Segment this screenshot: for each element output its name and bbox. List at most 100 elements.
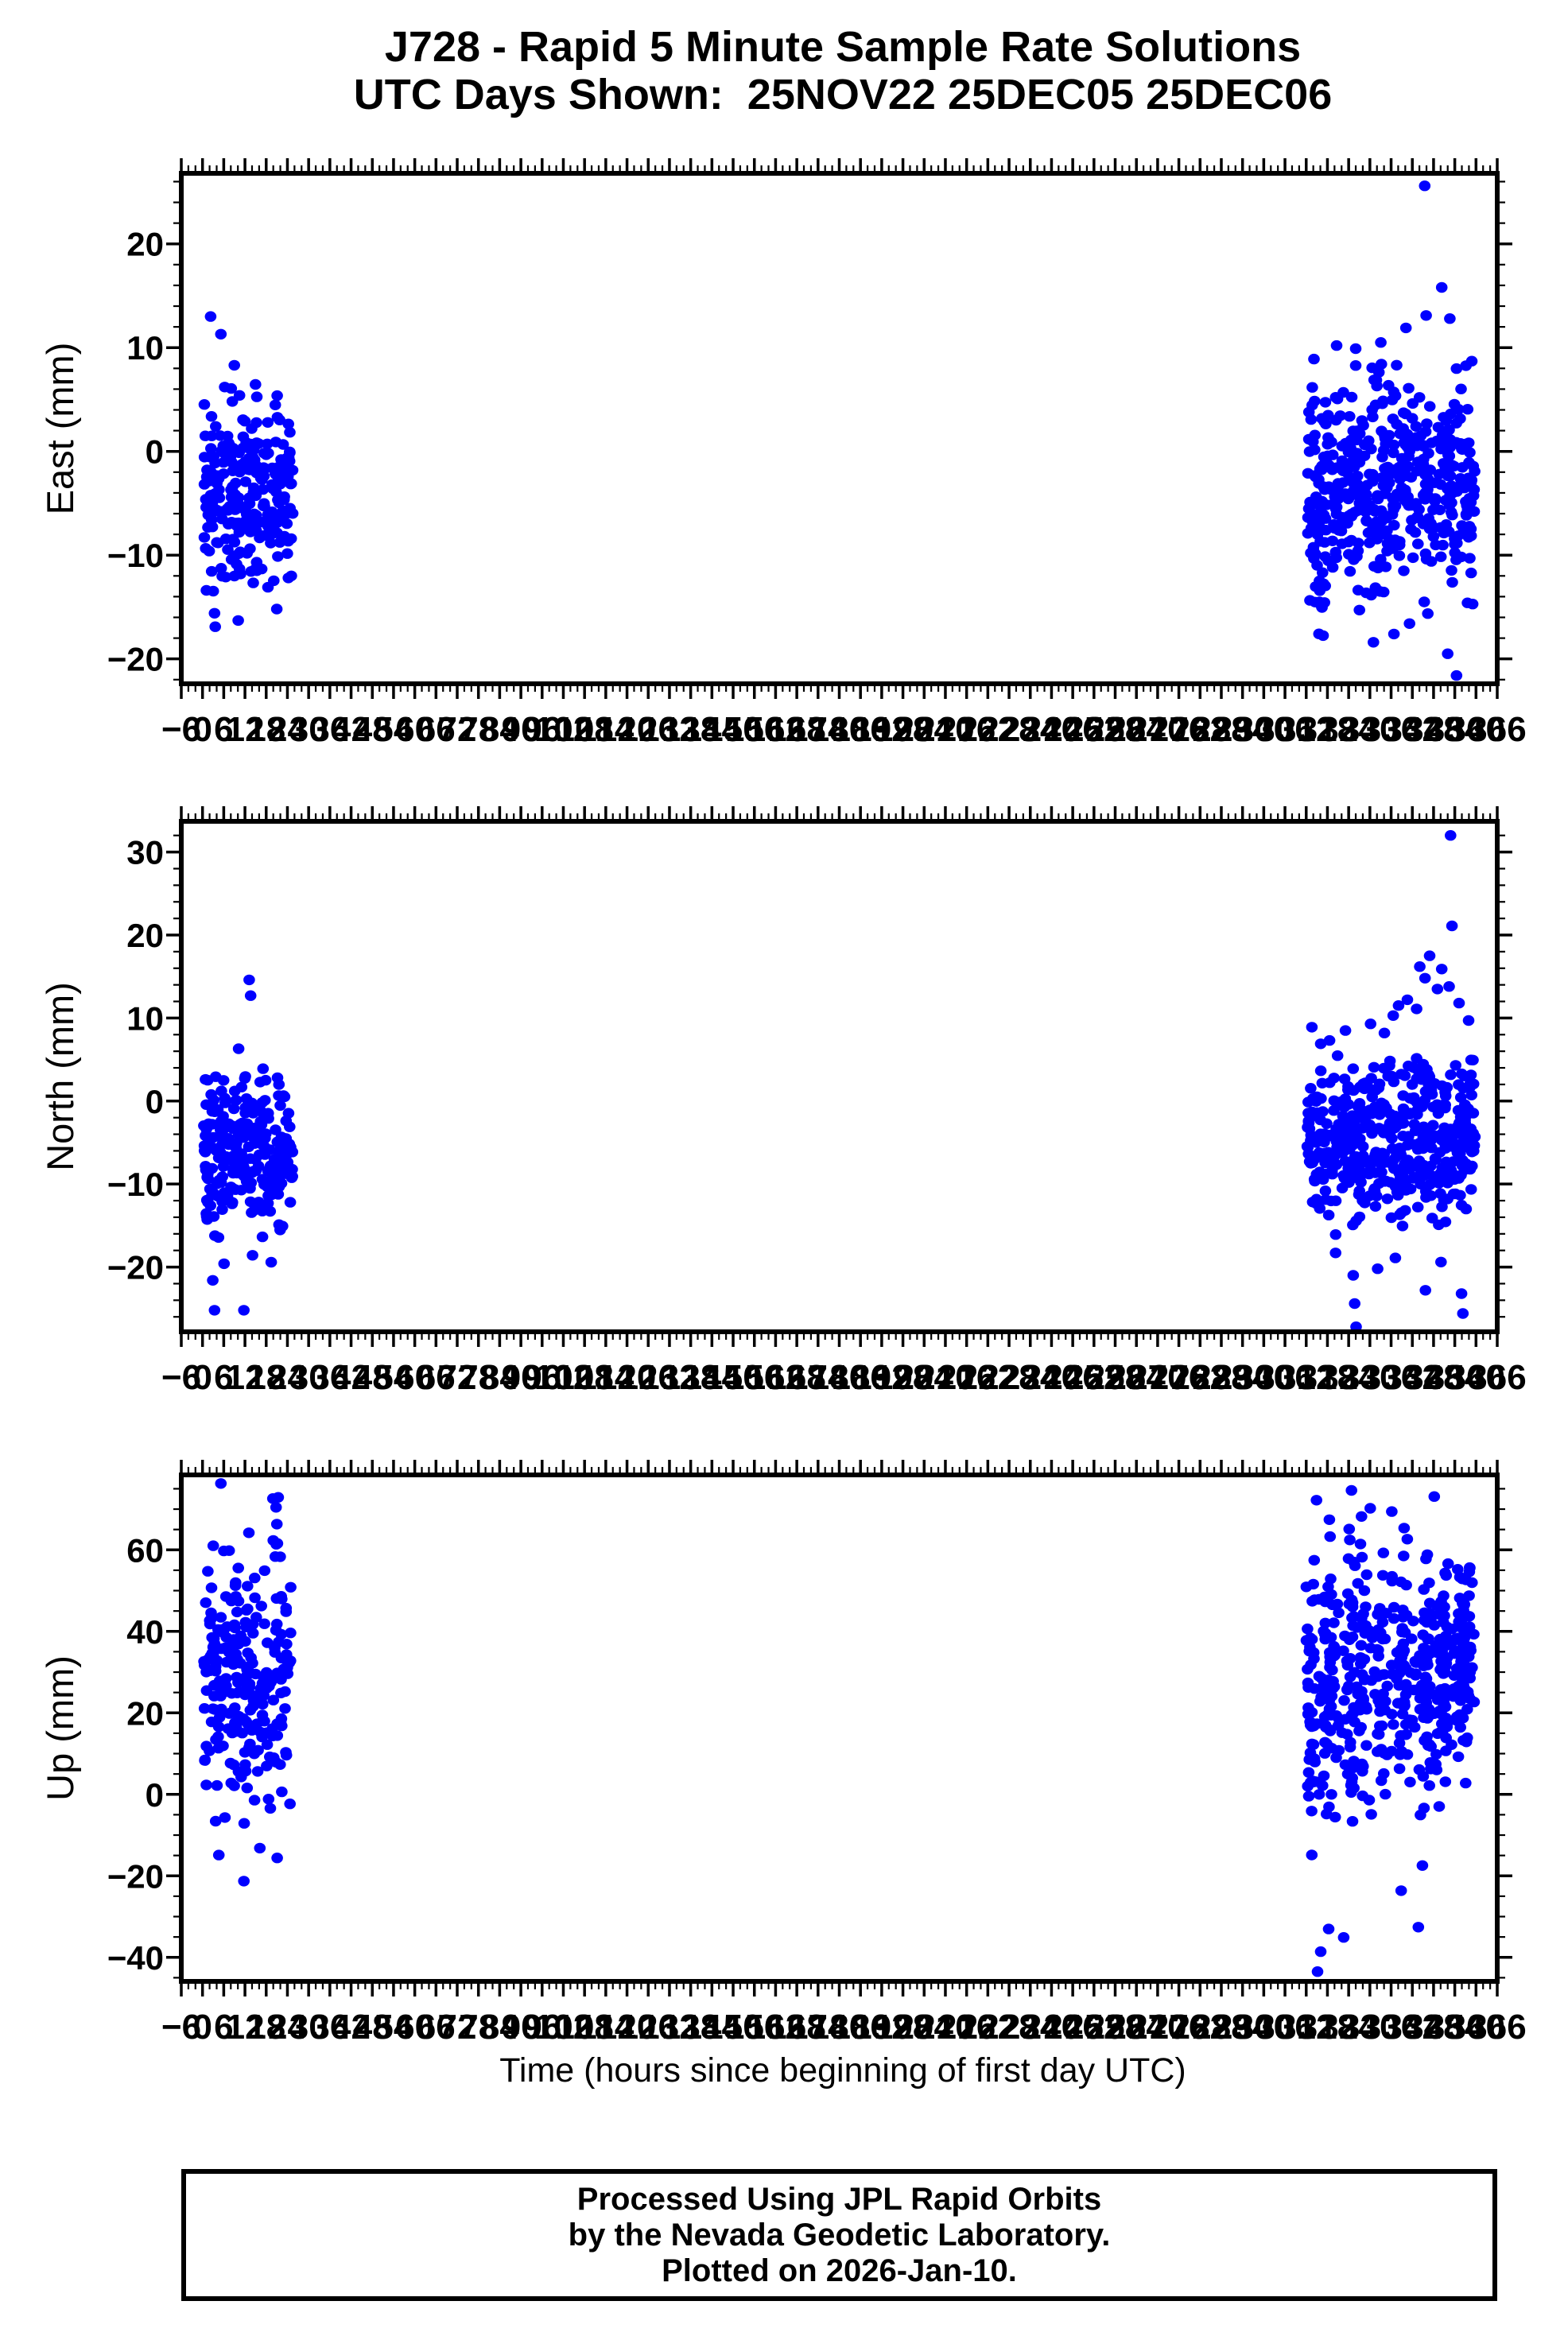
data-point [1354,1539,1367,1550]
data-point [198,1703,211,1714]
data-point [1373,1696,1386,1707]
data-point [253,438,265,449]
data-point [1435,281,1448,293]
data-point [1404,1108,1417,1119]
data-point [1356,1622,1369,1633]
data-point [1336,1727,1349,1738]
data-point [1435,1648,1447,1659]
x-tick-label: 108 [555,2008,613,2047]
data-point [1322,1581,1334,1593]
data-point [1453,1649,1465,1660]
x-tick-label: 258 [1086,1358,1144,1397]
data-point [1419,1671,1431,1682]
data-point [1463,1611,1476,1622]
data-point [1445,1164,1457,1176]
data-point [1399,322,1412,334]
x-tick-label: 300 [1235,710,1293,749]
data-point [282,1108,295,1119]
data-point [1460,1574,1473,1585]
data-point [254,1077,266,1088]
data-point [1430,1748,1442,1760]
data-point [1410,421,1422,432]
data-point [200,1164,212,1176]
data-point [1423,1647,1436,1659]
data-point [1423,1597,1436,1608]
data-point [1387,493,1399,504]
data-point [1393,550,1406,561]
data-point [223,501,236,512]
data-point [1345,1121,1356,1133]
data-point [1377,444,1390,456]
x-tick-label: 342 [1383,710,1441,749]
x-tick-label: 288 [1192,710,1250,749]
data-point [1450,669,1463,681]
data-point [205,443,217,454]
data-point [205,1582,218,1593]
data-point [1446,576,1458,588]
x-tick-label: 282 [1171,1358,1229,1397]
x-tick-label: 12 [226,710,265,749]
data-point [1454,1092,1467,1104]
data-point [1457,1597,1469,1609]
data-point [1358,1585,1371,1597]
x-tick-label: 282 [1171,710,1229,749]
data-point [1302,1682,1314,1693]
data-point [1335,1119,1348,1131]
data-point [1407,1093,1419,1105]
data-point [216,1204,228,1216]
data-point [1383,379,1395,391]
footer-line-1: Processed Using JPL Rapid Orbits [576,2181,1102,2217]
data-point [1388,519,1400,531]
data-point [1463,1621,1476,1632]
x-tick-label: 108 [555,1358,613,1397]
data-point [261,1760,273,1771]
data-point [1310,1137,1322,1148]
data-point [216,514,228,525]
x-tick-label: 336 [1362,2008,1420,2047]
data-point [234,546,246,557]
x-tick-label: 132 [640,1358,698,1397]
data-point [1395,1746,1408,1757]
data-point [1412,538,1424,549]
data-point [1455,1288,1468,1299]
data-point [1338,1695,1350,1706]
data-point [1455,481,1468,492]
data-point [274,1135,285,1147]
data-point [210,1145,223,1156]
data-point [232,1562,245,1574]
x-tick-label: 342 [1383,1358,1441,1397]
data-point [1435,444,1447,455]
data-point [284,1197,297,1208]
data-point [1347,1620,1359,1632]
data-point [1351,425,1363,437]
data-point [246,1701,259,1712]
data-point [1302,1108,1314,1119]
data-point [1464,1641,1477,1653]
data-point [1416,1860,1429,1871]
data-point [1402,1154,1414,1166]
x-tick-label: 168 [767,710,825,749]
data-point [1342,1553,1355,1564]
x-tick-label: 66 [417,710,456,749]
x-tick-label: 246 [1043,710,1101,749]
data-point [1400,1579,1412,1591]
data-point [284,503,297,514]
y-tick-label: −40 [107,1939,164,1977]
x-tick-label: 354 [1426,2008,1485,2047]
data-point [1455,1200,1468,1211]
data-point [1465,1138,1478,1150]
data-point [1452,1104,1465,1116]
x-tick-label: 336 [1362,1358,1420,1397]
data-point [1385,1070,1398,1082]
data-point [1337,1932,1350,1943]
x-tick-label: 42 [332,710,371,749]
data-point [1344,565,1356,577]
data-point [219,534,232,545]
data-point [1446,480,1457,491]
data-point [262,1190,274,1201]
data-point [1425,1190,1437,1201]
data-point [1413,392,1426,403]
data-point [1418,596,1430,607]
data-point [1369,1201,1382,1213]
data-point [1311,1107,1323,1119]
